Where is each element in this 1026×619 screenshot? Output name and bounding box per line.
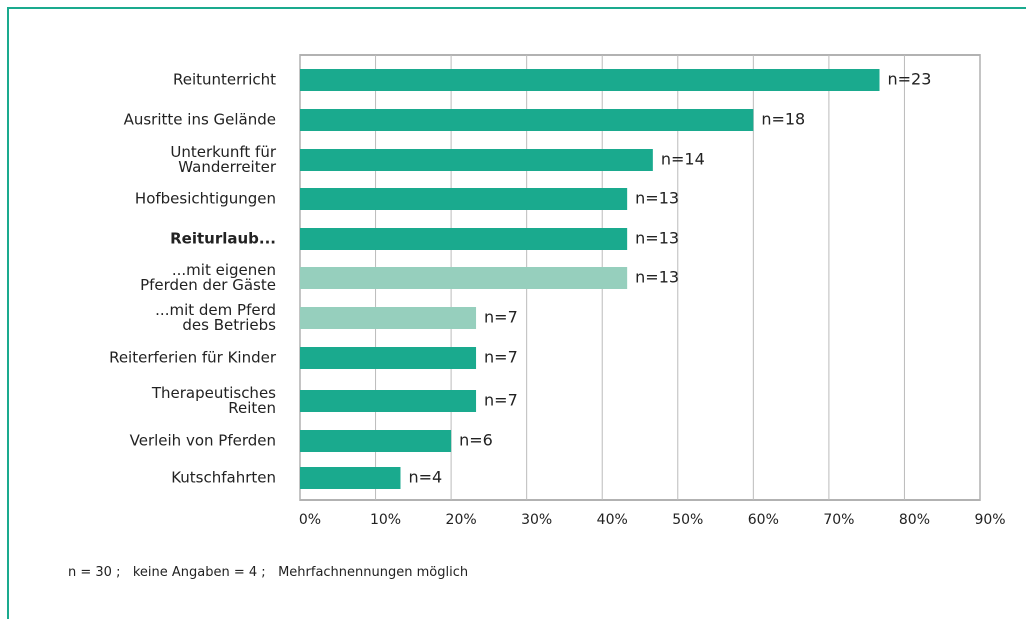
category-label: ...mit dem Pferd des Betriebs (155, 301, 276, 334)
bar (300, 149, 653, 171)
x-tick-label: 40% (597, 512, 628, 528)
bar (300, 109, 754, 131)
value-label: n=13 (635, 229, 679, 248)
x-tick-label: 90% (974, 512, 1005, 528)
category-label: Ausritte ins Gelände (123, 110, 276, 129)
value-label: n=13 (635, 189, 679, 208)
bar (300, 390, 477, 412)
category-label: Therapeutisches Reiten (151, 384, 276, 417)
x-tick-label: 80% (899, 512, 930, 528)
bar (300, 347, 477, 369)
category-label: Unterkunft für Wanderreiter (170, 143, 276, 176)
x-tick-label: 50% (672, 512, 703, 528)
value-label: n=6 (459, 431, 493, 450)
value-label: n=7 (484, 308, 518, 327)
x-tick-label: 60% (748, 512, 779, 528)
x-tick-label: 0% (299, 512, 321, 528)
bar (300, 228, 628, 250)
bar (300, 307, 477, 329)
x-tick-label: 20% (446, 512, 477, 528)
value-label: n=18 (761, 110, 805, 129)
category-label: Reitunterricht (172, 70, 276, 89)
category-label: ...mit eigenen Pferden der Gäste (140, 261, 276, 294)
category-label: Hofbesichtigungen (134, 189, 276, 208)
category-label: Kutschfahrten (171, 468, 276, 487)
category-label: Reiturlaub... (170, 229, 276, 248)
category-label: Reiterferien für Kinder (109, 348, 276, 367)
x-tick-label: 10% (370, 512, 401, 528)
bar (300, 467, 401, 489)
bar (300, 267, 628, 289)
value-label: n=7 (484, 391, 518, 410)
value-label: n=14 (661, 150, 705, 169)
bar (300, 188, 628, 210)
note: n = 30 ; keine Angaben = 4 ; Mehrfachnen… (68, 565, 469, 580)
bar (300, 430, 452, 452)
value-label: n=7 (484, 348, 518, 367)
bar (300, 69, 880, 91)
frame (7, 7, 1026, 619)
category-label: Verleih von Pferden (129, 431, 276, 450)
value-label: n=4 (408, 468, 442, 487)
x-tick-label: 30% (521, 512, 552, 528)
value-label: n=13 (635, 268, 679, 287)
value-label: n=23 (888, 70, 932, 89)
x-tick-label: 70% (823, 512, 854, 528)
